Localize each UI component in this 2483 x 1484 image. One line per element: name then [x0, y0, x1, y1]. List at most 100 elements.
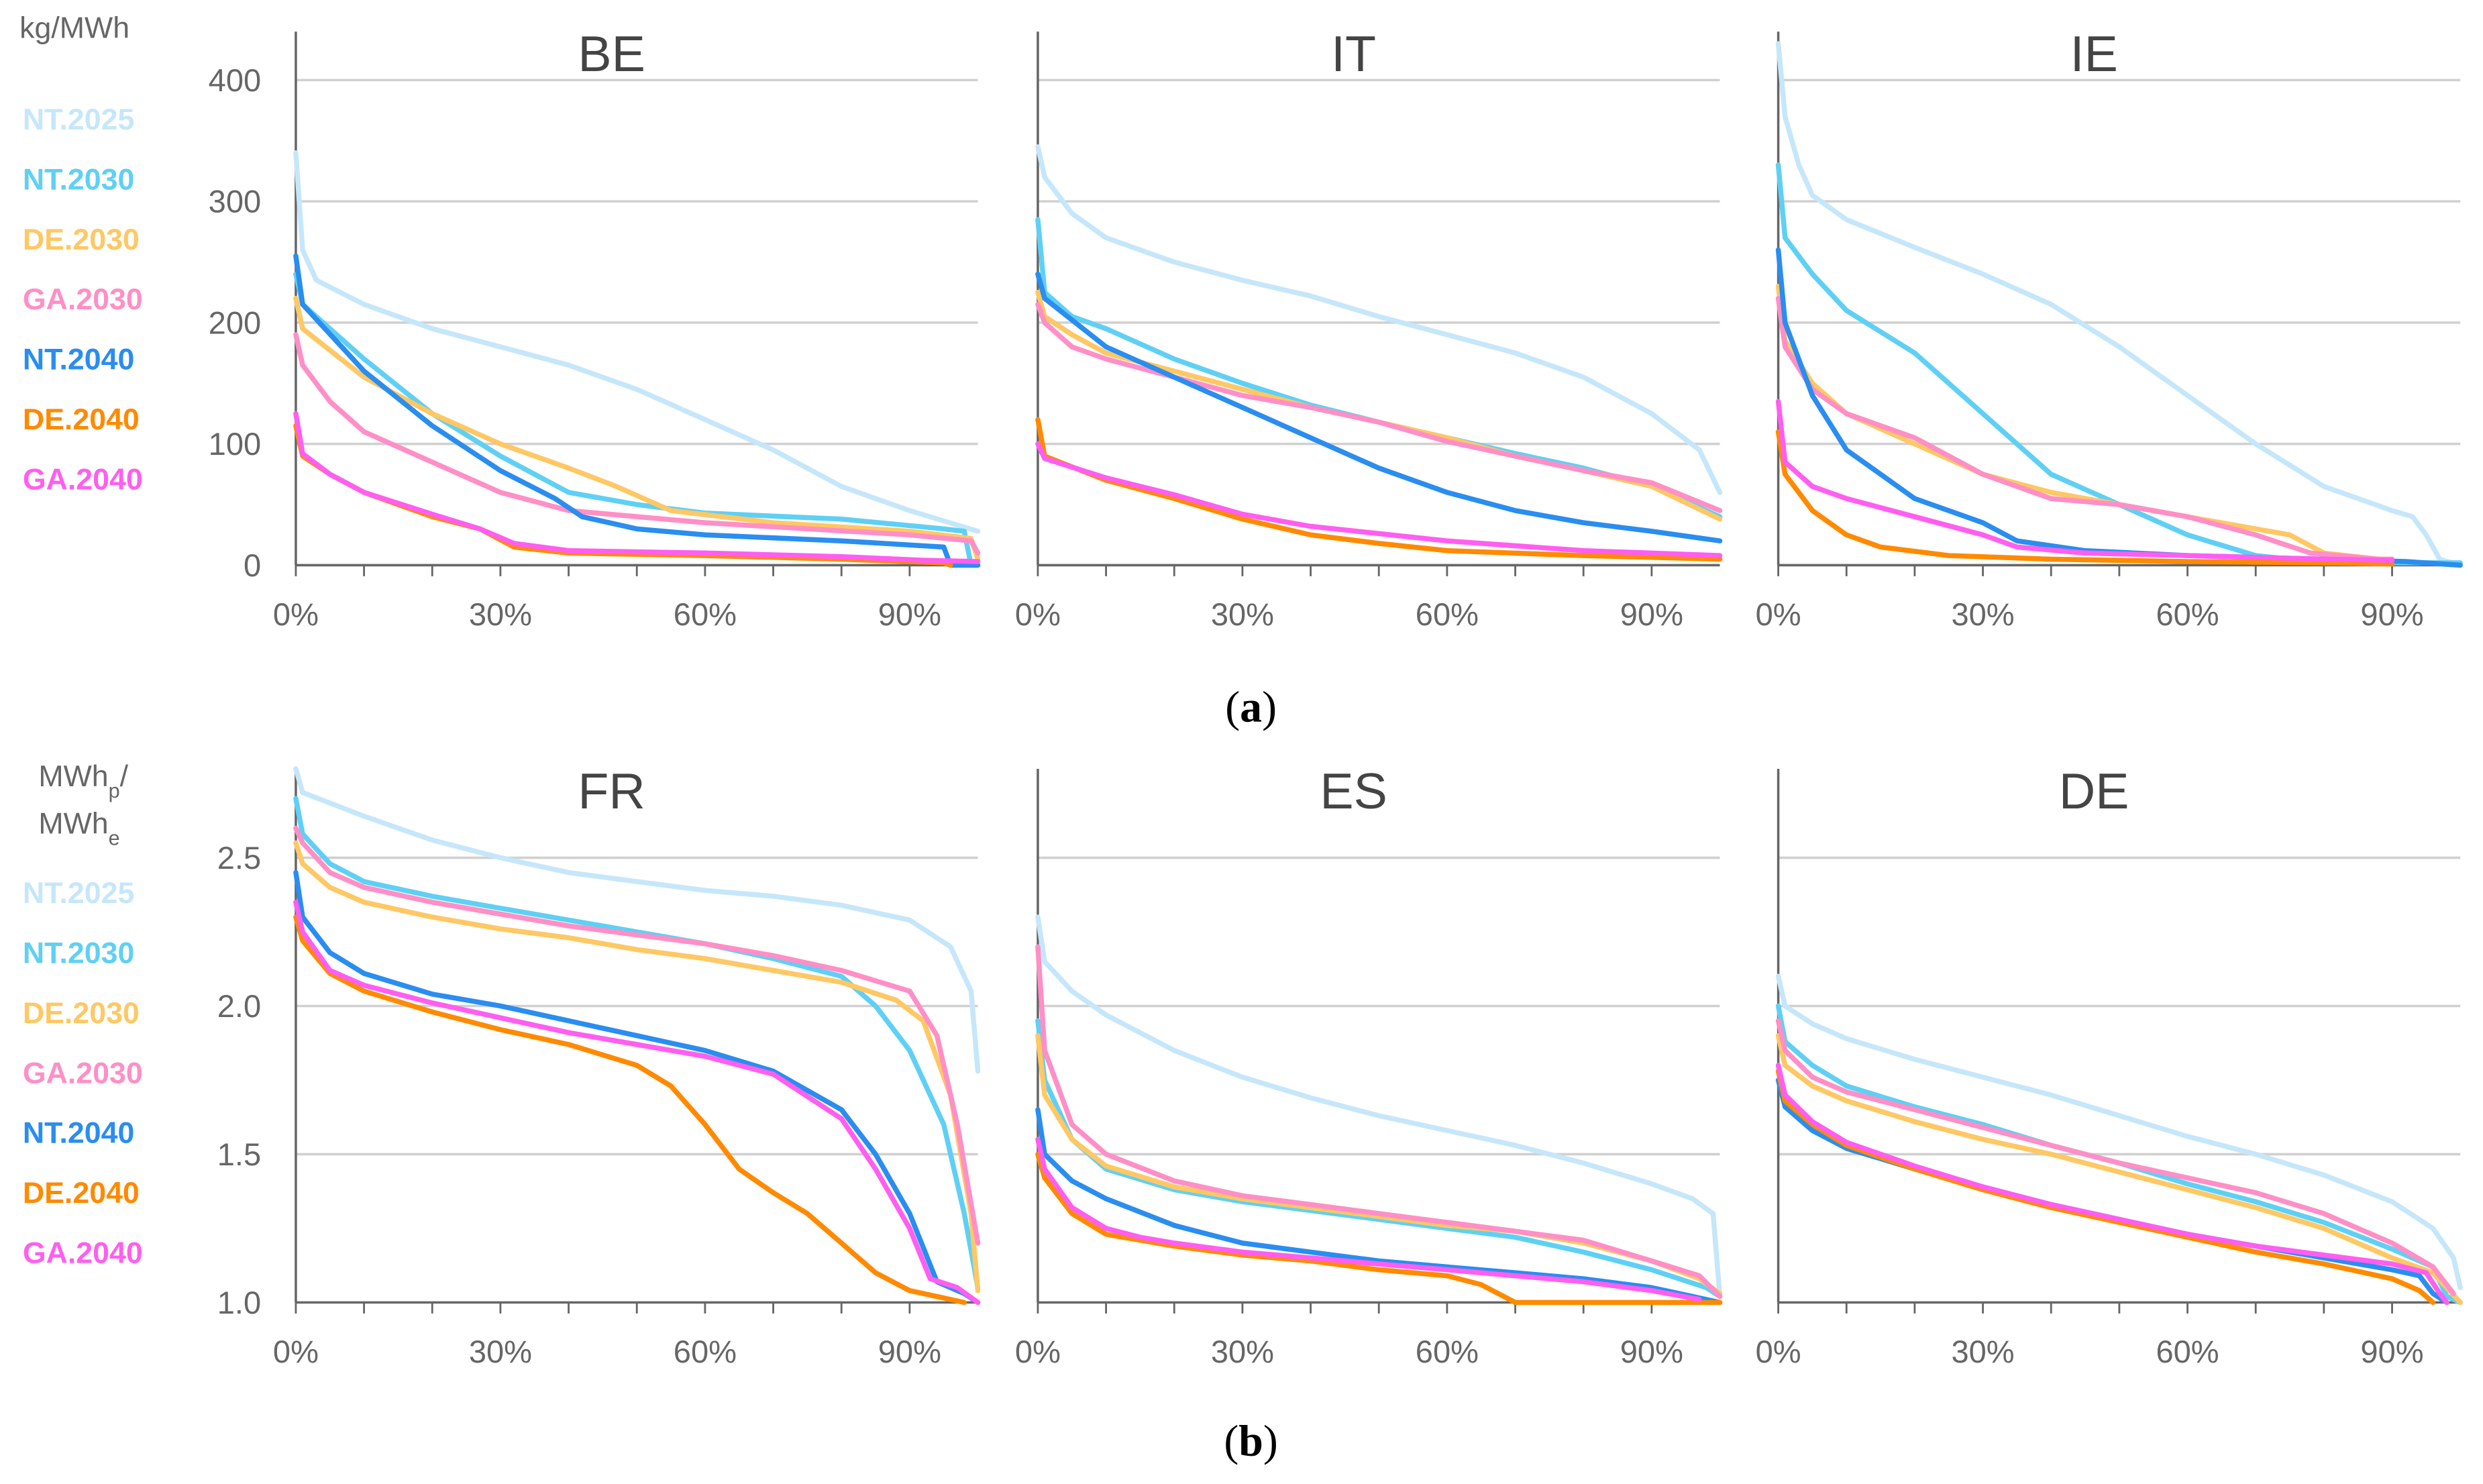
x-tick-label: 0%: [273, 596, 319, 632]
series-line-nt-2025: [1035, 914, 1723, 1300]
x-tick-label: 30%: [469, 596, 532, 632]
series-line-de-2040: [1775, 429, 2395, 567]
panel-de: 0% 30% 60% 90% DE: [1756, 763, 2463, 1369]
series-line-ga-2030: [1035, 944, 1723, 1300]
legend-item-nt-2030: NT.2030: [23, 937, 135, 969]
y-tick-label: 2.0: [217, 988, 261, 1024]
caption-letter: b: [1238, 1417, 1263, 1466]
unit-part: MWh: [38, 760, 108, 793]
series-line-ga-2030: [1775, 295, 2395, 562]
unit-part: kg/MWh: [19, 11, 129, 44]
series-line-ga-2040: [1775, 399, 2395, 563]
series-line-nt-2025: [1775, 973, 2463, 1291]
y-axis-unit-label: kg/MWh: [19, 11, 129, 44]
series-line-ga-2040: [1035, 441, 1723, 558]
series-line-de-2030: [293, 295, 981, 562]
y-tick-label: 2.5: [217, 840, 261, 876]
series-line-ga-2040: [1775, 1063, 2449, 1306]
legend-item-ga-2040: GA.2040: [23, 463, 143, 496]
legend-item-nt-2030: NT.2030: [23, 163, 135, 196]
panel-fr: 1.0 1.5 2.0 2.5 0% 30% 60% 90% FR: [217, 763, 981, 1369]
series-line-ga-2040: [1035, 1136, 1702, 1302]
legend-item-de-2030: DE.2030: [23, 223, 140, 256]
y-tick-label: 1.0: [217, 1285, 261, 1320]
series-line-ga-2030: [1775, 1018, 2456, 1296]
x-tick-label: 90%: [1620, 1334, 1683, 1369]
legend-item-nt-2025: NT.2025: [23, 103, 135, 136]
x-tick-label: 60%: [2156, 596, 2219, 632]
unit-part: MWh: [38, 807, 108, 840]
panel-be: 0 100 200 300 400 0% 30% 60% 90% BE: [209, 25, 981, 632]
caption-paren: (: [1224, 1417, 1238, 1466]
x-tick-label: 60%: [1416, 596, 1479, 632]
x-tick-label: 90%: [878, 1334, 941, 1369]
x-tick-label: 60%: [1416, 1334, 1479, 1369]
series-line-nt-2040: [1775, 247, 2463, 568]
series-line-ga-2040: [293, 411, 981, 564]
legend-item-de-2040: DE.2040: [23, 1177, 140, 1210]
x-tick-label: 0%: [1015, 596, 1061, 632]
legend-item-de-2040: DE.2040: [23, 403, 140, 436]
panel-it: 0% 30% 60% 90% IT: [1015, 25, 1723, 632]
series-line-de-2040: [293, 914, 967, 1306]
legend-item-ga-2030: GA.2030: [23, 283, 143, 316]
caption-paren: (: [1225, 682, 1240, 731]
caption-letter: a: [1240, 682, 1262, 731]
series-line-ga-2030: [293, 332, 981, 556]
panel-title: ES: [1320, 763, 1387, 819]
x-tick-label: 90%: [2360, 1334, 2423, 1369]
y-tick-label: 300: [209, 184, 262, 219]
unit-part: p: [109, 780, 120, 802]
y-tick-label: 200: [209, 305, 262, 340]
x-tick-label: 90%: [1620, 596, 1683, 632]
x-tick-label: 0%: [1756, 596, 1801, 632]
caption-paren: ): [1263, 1417, 1278, 1466]
x-tick-label: 0%: [273, 1334, 319, 1369]
series-line-nt-2030: [1035, 1018, 1723, 1300]
legend-item-nt-2040: NT.2040: [23, 343, 135, 376]
x-tick-label: 60%: [674, 596, 737, 632]
panel-title: FR: [578, 763, 645, 819]
series-line-de-2030: [293, 840, 981, 1293]
series-line-nt-2025: [1775, 41, 2463, 568]
y-tick-label: 100: [209, 426, 262, 462]
x-tick-label: 60%: [674, 1334, 737, 1369]
x-tick-label: 30%: [1951, 596, 2014, 632]
series-line-de-2030: [1775, 1032, 2463, 1306]
x-tick-label: 30%: [1211, 596, 1274, 632]
legend-item-ga-2030: GA.2030: [23, 1057, 143, 1090]
series-line-ga-2030: [293, 825, 981, 1246]
x-tick-label: 90%: [878, 596, 941, 632]
series-line-nt-2040: [293, 869, 981, 1306]
series-line-nt-2025: [293, 766, 981, 1074]
x-tick-label: 30%: [469, 1334, 532, 1369]
y-tick-label: 0: [244, 547, 261, 583]
unit-part: /: [120, 760, 129, 793]
series-line-nt-2030: [293, 271, 981, 568]
legend-item-ga-2040: GA.2040: [23, 1237, 143, 1270]
x-tick-label: 0%: [1756, 1334, 1801, 1369]
series-line-ga-2040: [293, 900, 981, 1306]
panel-caption: (b): [1224, 1417, 1278, 1466]
panel-title: IE: [2070, 25, 2118, 82]
y-tick-label: 1.5: [217, 1136, 261, 1172]
series-line-de-2030: [1035, 1032, 1723, 1296]
y-tick-label: 400: [209, 62, 262, 98]
panel-ie: 0% 30% 60% 90% IE: [1756, 25, 2463, 632]
panel-title: IT: [1331, 25, 1376, 82]
y-axis-unit-label: MWhe: [38, 807, 119, 849]
series-line-de-2040: [1775, 1068, 2436, 1306]
legend-item-de-2030: DE.2030: [23, 997, 140, 1030]
panel-title: BE: [578, 25, 645, 82]
series-line-nt-2040: [293, 253, 981, 568]
legend-item-nt-2040: NT.2040: [23, 1117, 135, 1150]
panel-es: 0% 30% 60% 90% ES: [1015, 763, 1723, 1369]
panel-title: DE: [2059, 763, 2129, 819]
caption-paren: ): [1262, 682, 1277, 731]
series-line-nt-2040: [1035, 1107, 1723, 1306]
x-tick-label: 30%: [1951, 1334, 2014, 1369]
legend-item-nt-2025: NT.2025: [23, 877, 135, 910]
series-line-de-2040: [1035, 417, 1723, 562]
unit-part: e: [109, 827, 120, 849]
